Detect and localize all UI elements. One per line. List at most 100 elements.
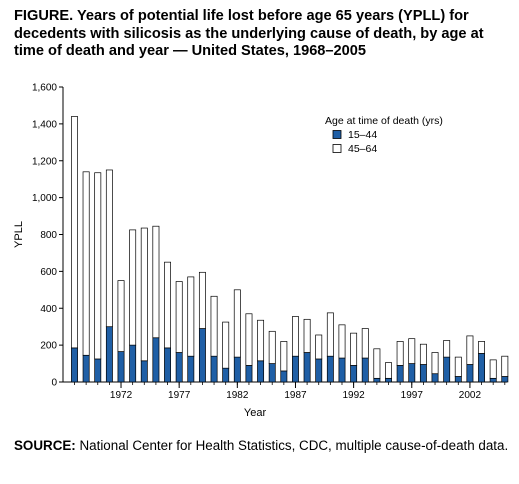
bar-15-44 [245, 365, 253, 383]
bar-45-64 [245, 313, 253, 366]
bar-15-44 [292, 355, 299, 383]
bar-45-64 [268, 330, 276, 364]
y-tick-label: 1,200 [32, 156, 57, 167]
source-text: National Center for Health Statistics, C… [79, 438, 509, 453]
title-text: Years of potential life lost before age … [14, 8, 484, 60]
bar-45-64 [129, 229, 137, 346]
y-axis-label: YPLL [13, 221, 25, 248]
bar-45-64 [94, 172, 102, 360]
x-tick-label: 1972 [110, 390, 133, 401]
bar-15-44 [140, 360, 148, 383]
bar-15-44 [338, 357, 346, 383]
y-tick-label: 400 [40, 304, 57, 315]
bar-15-44 [431, 373, 439, 383]
bar-45-64 [233, 289, 241, 358]
bar-15-44 [175, 352, 183, 383]
bar-15-44 [373, 377, 381, 383]
bar-45-64 [431, 352, 439, 375]
bar-15-44 [105, 326, 113, 383]
legend-label: 15–44 [348, 129, 377, 141]
bar-15-44 [443, 356, 451, 383]
bar-45-64 [198, 271, 206, 329]
bar-45-64 [373, 348, 381, 379]
y-tick-label: 600 [40, 267, 57, 278]
legend-swatch [332, 144, 342, 153]
bar-45-64 [315, 334, 323, 360]
bar-45-64 [443, 340, 451, 358]
bar-45-64 [105, 169, 113, 328]
bar-45-64 [419, 343, 427, 365]
bar-15-44 [501, 376, 509, 383]
x-axis-label: Year [244, 407, 267, 419]
bar-15-44 [94, 358, 102, 383]
x-tick-label: 2002 [459, 390, 482, 401]
bar-45-64 [303, 318, 311, 353]
bar-15-44 [303, 352, 311, 383]
bar-45-64 [152, 225, 160, 339]
axes: 0 200 400 600 800 1,000 1,200 1,400 1,600 YPLL 197… [13, 83, 507, 419]
bars [71, 116, 509, 383]
y-tick-label: 1,400 [32, 119, 57, 130]
bar-45-64 [222, 321, 230, 369]
y-tick-label: 0 [51, 378, 57, 389]
y-tick-label: 1,000 [32, 193, 57, 204]
bar-15-44 [396, 365, 404, 383]
bar-45-64 [466, 335, 474, 365]
bar-45-64 [117, 280, 125, 352]
bar-45-64 [385, 362, 392, 379]
bar-15-44 [117, 351, 125, 383]
bar-15-44 [489, 377, 497, 383]
legend-label: 45–64 [348, 143, 377, 155]
bar-15-44 [478, 353, 486, 383]
bar-15-44 [152, 337, 160, 383]
source-label: SOURCE: [14, 438, 76, 453]
bar-15-44 [129, 344, 137, 383]
bar-45-64 [140, 227, 148, 362]
x-tick-label: 1987 [284, 390, 307, 401]
legend-swatch [332, 130, 342, 139]
bar-15-44 [454, 376, 462, 383]
bar-15-44 [408, 363, 416, 383]
title-label: FIGURE. [14, 8, 74, 24]
bar-45-64 [361, 328, 369, 359]
bar-15-44 [466, 364, 474, 383]
bar-15-44 [71, 347, 78, 383]
x-tick-label: 1982 [226, 390, 249, 401]
stacked-bar-chart: 0 200 400 600 800 1,000 1,200 1,400 1,600 YPLL 197… [13, 83, 509, 419]
chart-title: FIGURE. Years of potential life lost bef… [14, 8, 514, 61]
bar-15-44 [187, 355, 195, 383]
bar-45-64 [82, 171, 90, 356]
y-tick-label: 200 [40, 341, 57, 352]
bar-15-44 [164, 347, 171, 383]
x-tick-label: 1992 [342, 390, 365, 401]
bar-15-44 [280, 370, 288, 383]
bar-45-64 [454, 356, 462, 377]
y-tick-label: 800 [40, 230, 57, 241]
bar-45-64 [501, 355, 509, 377]
bar-45-64 [175, 281, 183, 353]
bar-15-44 [419, 364, 427, 383]
bar-45-64 [350, 332, 358, 366]
bar-45-64 [257, 319, 265, 362]
bar-45-64 [164, 261, 171, 349]
bar-15-44 [82, 354, 90, 383]
bar-45-64 [71, 116, 78, 349]
bar-15-44 [233, 356, 241, 383]
bar-45-64 [326, 312, 334, 357]
bar-15-44 [268, 363, 276, 383]
legend: Age at time of death (yrs) 15–44 45–64 [325, 115, 443, 155]
bar-45-64 [292, 316, 299, 357]
bar-45-64 [478, 341, 486, 354]
bar-45-64 [187, 276, 195, 357]
bar-15-44 [315, 358, 323, 383]
y-tick-label: 1,600 [32, 83, 57, 94]
bar-15-44 [326, 355, 334, 383]
bar-15-44 [222, 367, 230, 383]
bar-15-44 [210, 355, 218, 383]
bar-45-64 [396, 341, 404, 366]
bar-15-44 [257, 360, 265, 383]
bar-15-44 [198, 328, 206, 383]
legend-title: Age at time of death (yrs) [325, 115, 443, 127]
bar-45-64 [408, 338, 416, 364]
bar-45-64 [210, 295, 218, 357]
